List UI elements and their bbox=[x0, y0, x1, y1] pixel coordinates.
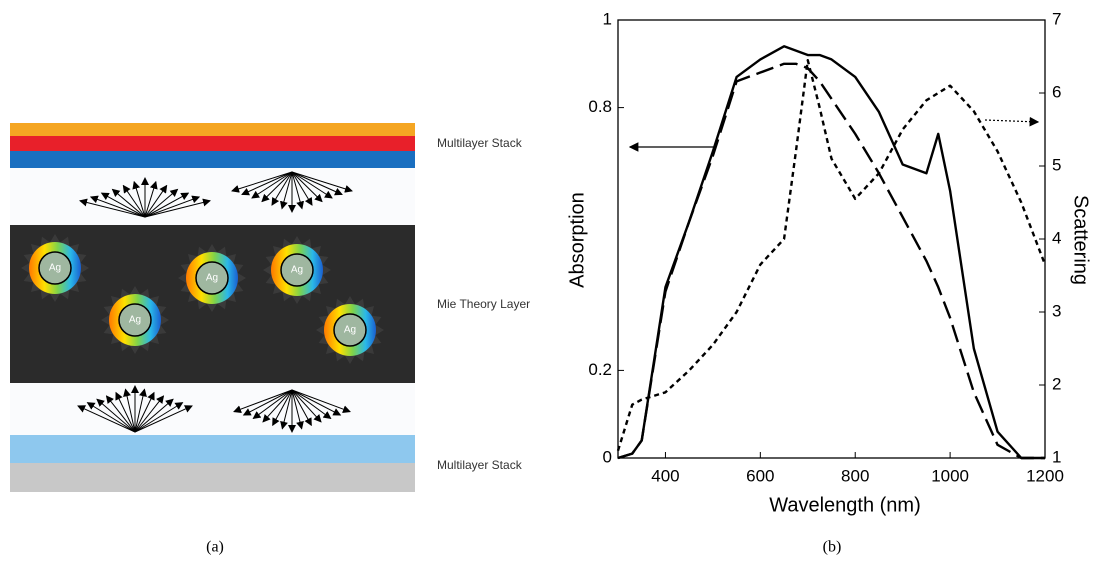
ray-arrow bbox=[291, 389, 322, 423]
ray-arrow bbox=[262, 389, 293, 423]
ray-arrow bbox=[280, 389, 293, 430]
series-line bbox=[617, 62, 1045, 460]
y2-tick-label: 5 bbox=[1052, 155, 1061, 174]
layer-label: Mie Theory Layer bbox=[437, 297, 530, 311]
y-tick-label: 0.2 bbox=[588, 360, 612, 379]
ray-arrow bbox=[272, 389, 293, 427]
ray-arrow bbox=[96, 398, 136, 433]
ray-arrow bbox=[241, 171, 293, 196]
layer bbox=[10, 435, 415, 463]
ray-arrow bbox=[79, 198, 146, 218]
ray-arrow bbox=[134, 402, 184, 433]
ray-arrow bbox=[144, 192, 190, 218]
gap bbox=[10, 383, 415, 435]
particle-core bbox=[333, 313, 367, 347]
x-tick-label: 600 bbox=[746, 466, 774, 485]
ray-arrow bbox=[251, 171, 293, 199]
ray-arrow bbox=[132, 180, 146, 218]
y-tick-label: 0 bbox=[603, 447, 612, 466]
ray-arrow bbox=[144, 198, 211, 218]
ray-arrow bbox=[123, 388, 136, 433]
ray-arrow bbox=[242, 389, 293, 416]
diagram: Multilayer Stack Mie Theory Layer Multil… bbox=[10, 123, 530, 556]
ray-arrow bbox=[291, 171, 313, 206]
ray-arrow bbox=[291, 389, 332, 420]
ray-arrow bbox=[122, 184, 146, 218]
ray-arrow bbox=[279, 171, 293, 210]
y-tick-label: 0.8 bbox=[588, 97, 612, 116]
caption: (b) bbox=[823, 539, 842, 556]
ray-arrow bbox=[77, 405, 136, 433]
particle-core bbox=[118, 303, 152, 337]
ray-arrow bbox=[252, 389, 293, 420]
ray-arrow bbox=[291, 389, 342, 416]
ray-arrow bbox=[144, 188, 179, 218]
ray-arrow bbox=[100, 192, 146, 218]
ray-arrow bbox=[115, 391, 136, 433]
x-tick-label: 800 bbox=[841, 466, 869, 485]
layer bbox=[10, 151, 415, 168]
particle-label: Ag bbox=[129, 315, 141, 326]
gap bbox=[10, 168, 415, 225]
ray-arrow bbox=[291, 171, 333, 199]
caption: (a) bbox=[206, 539, 224, 556]
particle-label: Ag bbox=[206, 273, 218, 284]
annotation-arrow bbox=[984, 116, 1040, 127]
ray-arrow bbox=[291, 171, 343, 196]
layer bbox=[10, 136, 415, 151]
particle-core bbox=[195, 261, 229, 295]
ray-arrow bbox=[291, 171, 353, 193]
layer bbox=[10, 123, 415, 136]
y2-tick-label: 6 bbox=[1052, 82, 1061, 101]
ray-arrow bbox=[291, 171, 323, 203]
x-axis-label: Wavelength (nm) bbox=[769, 494, 921, 516]
ray-arrow bbox=[89, 195, 146, 218]
ray-arrow bbox=[144, 195, 201, 218]
layer bbox=[10, 463, 415, 492]
x-tick-label: 1000 bbox=[931, 466, 969, 485]
ray-arrow bbox=[271, 171, 293, 206]
ray-arrow bbox=[134, 391, 155, 433]
ray-arrow bbox=[134, 405, 193, 433]
x-tick-label: 1200 bbox=[1026, 466, 1064, 485]
ray-arrow bbox=[291, 389, 312, 427]
layer-label: Multilayer Stack bbox=[437, 136, 523, 150]
layer-label: Multilayer Stack bbox=[437, 458, 523, 472]
particle-core bbox=[38, 251, 72, 285]
particle-core bbox=[280, 253, 314, 287]
ray-arrow bbox=[134, 398, 174, 433]
y2-tick-label: 3 bbox=[1052, 301, 1061, 320]
y2-tick-label: 1 bbox=[1052, 447, 1061, 466]
y2-axis-label: Scattering bbox=[1070, 195, 1092, 285]
series-line bbox=[617, 45, 1045, 460]
ray-arrow bbox=[144, 180, 158, 218]
ray-arrow bbox=[105, 395, 136, 433]
ray-arrow bbox=[134, 395, 165, 433]
series-line bbox=[616, 58, 1047, 452]
ray-arrow bbox=[111, 188, 146, 218]
y2-tick-label: 2 bbox=[1052, 374, 1061, 393]
ray-arrow bbox=[144, 184, 168, 218]
chart: Wavelength (nm) Absorption Scattering (b… bbox=[566, 9, 1091, 555]
ray-arrow bbox=[233, 389, 293, 413]
ray-arrow bbox=[291, 389, 304, 430]
ray-arrow bbox=[86, 402, 136, 433]
y-axis-label: Absorption bbox=[566, 192, 588, 288]
y2-tick-label: 7 bbox=[1052, 9, 1061, 28]
ray-arrow bbox=[134, 388, 147, 433]
particle-label: Ag bbox=[49, 263, 61, 274]
particle-label: Ag bbox=[291, 265, 303, 276]
ray-arrow bbox=[261, 171, 293, 203]
ray-arrow bbox=[291, 389, 351, 413]
x-tick-label: 400 bbox=[651, 466, 679, 485]
ray-arrow bbox=[231, 171, 293, 193]
particle-label: Ag bbox=[344, 325, 356, 336]
y-tick-label: 1 bbox=[603, 9, 612, 28]
ray-arrow bbox=[291, 171, 305, 210]
y2-tick-label: 4 bbox=[1052, 228, 1061, 247]
